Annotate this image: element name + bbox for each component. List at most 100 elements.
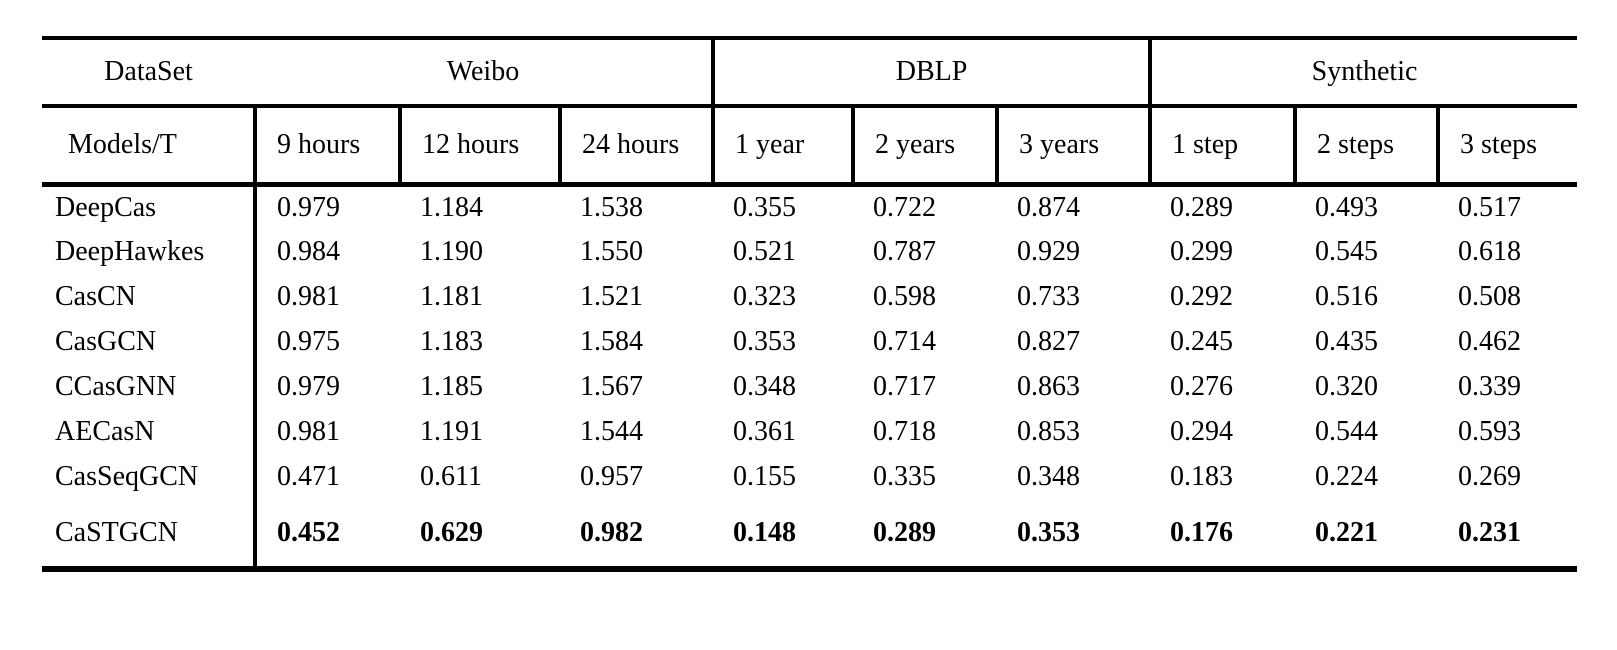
value-cell: 0.929 <box>1017 235 1081 267</box>
header-2-steps: 2 steps <box>1293 106 1439 187</box>
table-row: DeepHawkes 0.984 1.190 1.550 0.521 0.787 0.929… <box>42 229 1577 274</box>
value-cell: 0.853 <box>1017 415 1081 447</box>
value-cell: 0.722 <box>873 191 937 223</box>
value-cell: 0.471 <box>277 460 340 492</box>
value-cell: 0.517 <box>1458 191 1522 223</box>
table-row: AECasN 0.981 1.191 1.544 0.361 0.718 0.853 0.29… <box>42 409 1577 454</box>
table-row: CCasGNN 0.979 1.185 1.567 0.348 0.717 0.863 0.2… <box>42 364 1577 409</box>
sub-header-row: Models/T 9 hours 12 hours 24 hours 1 yea… <box>42 106 1578 187</box>
value-cell: 0.981 <box>277 280 340 312</box>
value-cell: 0.294 <box>1170 415 1234 447</box>
header-3-steps: 3 steps <box>1436 106 1578 187</box>
value-cell: 0.289 <box>873 516 937 548</box>
value-cell: 0.339 <box>1458 370 1522 402</box>
value-cell: 0.353 <box>733 325 797 357</box>
header-9-hours: 9 hours <box>253 106 400 187</box>
value-cell: 0.508 <box>1458 280 1522 312</box>
value-cell: 0.452 <box>277 516 340 548</box>
value-cell: 1.185 <box>420 370 483 402</box>
value-cell: 0.462 <box>1458 325 1522 357</box>
header-1-step: 1 step <box>1148 106 1296 187</box>
value-cell: 0.335 <box>873 460 937 492</box>
value-cell: 0.975 <box>277 325 340 357</box>
value-cell: 0.269 <box>1458 460 1522 492</box>
header-1-year: 1 year <box>711 106 854 187</box>
value-cell: 0.353 <box>1017 516 1081 548</box>
model-name: DeepCas <box>42 184 257 229</box>
model-name: CasSeqGCN <box>42 454 257 499</box>
header-group-dblp: DBLP <box>711 38 1151 108</box>
value-cell: 0.598 <box>873 280 937 312</box>
value-cell: 1.190 <box>420 235 483 267</box>
value-cell: 0.221 <box>1315 516 1379 548</box>
value-cell: 0.714 <box>873 325 937 357</box>
value-cell: 1.191 <box>420 415 483 447</box>
model-name: CasCN <box>42 274 257 319</box>
header-dataset: DataSet <box>42 38 255 108</box>
table-row: DeepCas 0.979 1.184 1.538 0.355 0.722 0.874 0.2… <box>42 184 1577 229</box>
value-cell: 1.538 <box>580 191 643 223</box>
value-cell: 0.435 <box>1315 325 1379 357</box>
value-cell: 0.183 <box>1170 460 1234 492</box>
value-cell: 0.299 <box>1170 235 1234 267</box>
group-header-row: DataSet Weibo DBLP Synthetic <box>42 38 1578 108</box>
value-cell: 0.984 <box>277 235 340 267</box>
header-24-hours: 24 hours <box>557 106 714 187</box>
model-name: AECasN <box>42 409 257 454</box>
value-cell: 0.521 <box>733 235 797 267</box>
value-cell: 0.320 <box>1315 370 1379 402</box>
header-12-hours: 12 hours <box>398 106 560 187</box>
value-cell: 0.493 <box>1315 191 1379 223</box>
header-models-t: Models/T <box>42 106 255 187</box>
value-cell: 0.348 <box>733 370 797 402</box>
table-row: CasGCN 0.975 1.183 1.584 0.353 0.714 0.827 0.24… <box>42 319 1577 364</box>
table-row: CaSTGCN 0.452 0.629 0.982 0.148 0.289 0.353 0.1… <box>42 499 1577 569</box>
value-cell: 0.733 <box>1017 280 1081 312</box>
value-cell: 0.718 <box>873 415 937 447</box>
value-cell: 0.355 <box>733 191 797 223</box>
table-row: CasCN 0.981 1.181 1.521 0.323 0.598 0.733 0.292… <box>42 274 1577 319</box>
value-cell: 0.176 <box>1170 516 1234 548</box>
header-group-weibo: Weibo <box>255 38 714 108</box>
model-name: CasGCN <box>42 319 257 364</box>
value-cell: 0.348 <box>1017 460 1081 492</box>
value-cell: 1.584 <box>580 325 643 357</box>
value-cell: 0.611 <box>420 460 482 492</box>
header-group-synthetic: Synthetic <box>1148 38 1578 108</box>
value-cell: 0.979 <box>277 370 340 402</box>
value-cell: 0.827 <box>1017 325 1081 357</box>
table-row: CasSeqGCN 0.471 0.611 0.957 0.155 0.335 0.348 0… <box>42 454 1577 499</box>
model-name: CCasGNN <box>42 364 257 409</box>
value-cell: 1.567 <box>580 370 643 402</box>
value-cell: 0.979 <box>277 191 340 223</box>
value-cell: 0.787 <box>873 235 937 267</box>
header-2-years: 2 years <box>851 106 998 187</box>
value-cell: 0.981 <box>277 415 340 447</box>
value-cell: 0.544 <box>1315 415 1379 447</box>
model-name: CaSTGCN <box>42 499 257 569</box>
value-cell: 0.155 <box>733 460 797 492</box>
value-cell: 1.521 <box>580 280 643 312</box>
value-cell: 0.982 <box>580 516 643 548</box>
value-cell: 0.863 <box>1017 370 1081 402</box>
value-cell: 0.148 <box>733 516 797 548</box>
value-cell: 1.550 <box>580 235 643 267</box>
value-cell: 0.545 <box>1315 235 1379 267</box>
value-cell: 0.593 <box>1458 415 1522 447</box>
model-name: DeepHawkes <box>42 229 257 274</box>
value-cell: 0.618 <box>1458 235 1522 267</box>
value-cell: 0.323 <box>733 280 797 312</box>
value-cell: 1.544 <box>580 415 643 447</box>
table-body: DeepCas 0.979 1.184 1.538 0.355 0.722 0.874 0.2… <box>42 184 1577 569</box>
value-cell: 0.874 <box>1017 191 1081 223</box>
value-cell: 0.717 <box>873 370 937 402</box>
results-table: DataSet Weibo DBLP Synthetic Models/T 9 … <box>42 36 1578 572</box>
value-cell: 0.629 <box>420 516 483 548</box>
value-cell: 0.361 <box>733 415 797 447</box>
value-cell: 0.231 <box>1458 516 1522 548</box>
value-cell: 0.245 <box>1170 325 1234 357</box>
value-cell: 0.224 <box>1315 460 1379 492</box>
header-3-years: 3 years <box>995 106 1151 187</box>
value-cell: 1.184 <box>420 191 483 223</box>
value-cell: 0.292 <box>1170 280 1234 312</box>
